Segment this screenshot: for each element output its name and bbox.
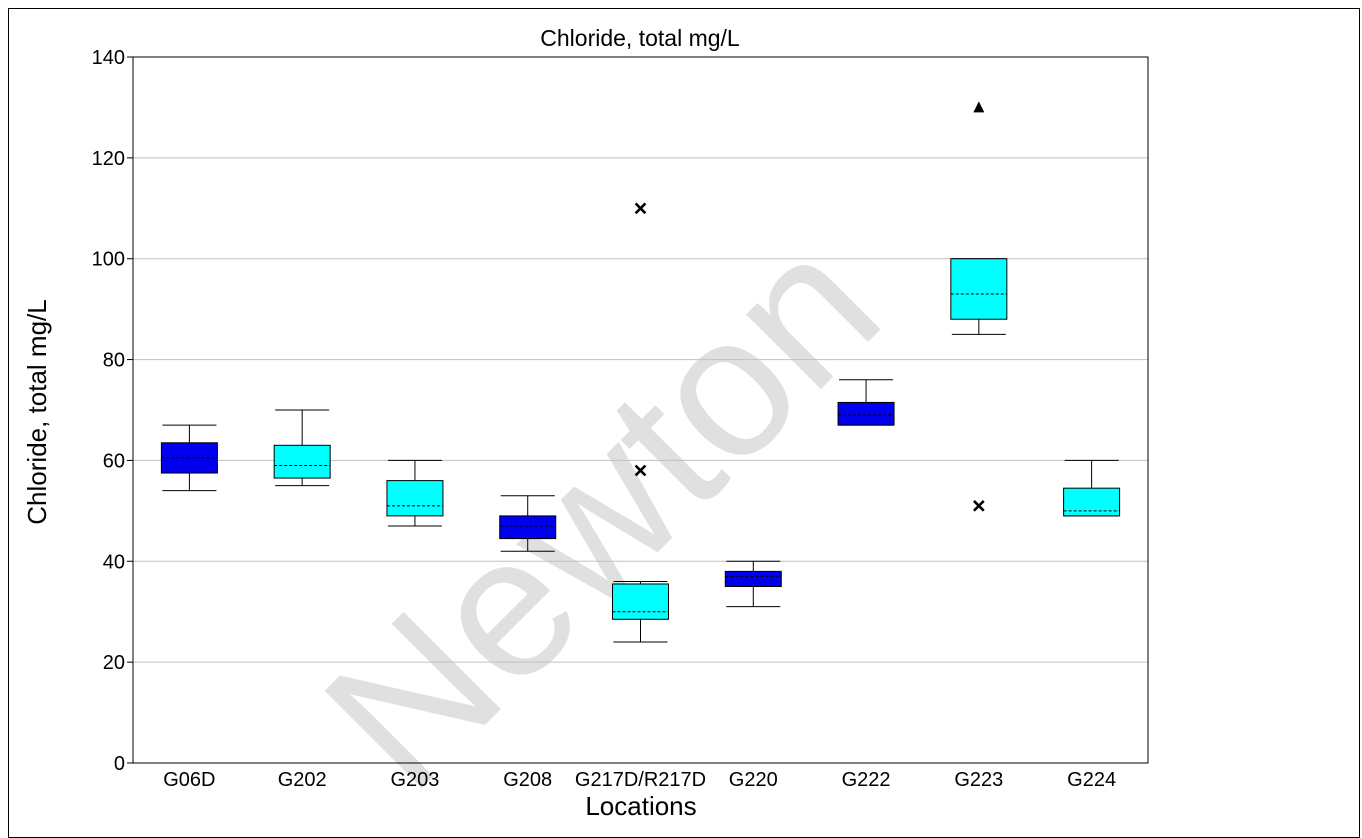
x-tick-label: G203 [390,769,439,791]
chart-title: Chloride, total mg/L [540,25,740,51]
x-axis: G06D G202 G203 G208 G217D/R217D G220 G222 G223 G… [163,769,1116,791]
y-tick-label: 0 [114,753,125,775]
box-g208 [499,495,557,552]
x-tick-label: G223 [954,769,1003,791]
iqr-box [612,583,669,620]
box-g217d-r217d [612,202,669,643]
x-tick-label: G220 [729,769,778,791]
boxes [160,101,1121,643]
iqr-box [837,401,895,426]
x-tick-label: G202 [278,769,327,791]
iqr-box [386,480,444,517]
iqr-box [724,570,782,587]
x-tick-label: G222 [842,769,891,791]
outlier-x-marker [634,464,647,477]
iqr-box [273,444,331,479]
box-g220 [724,560,782,608]
x-tick-label: G217D/R217D [575,769,706,791]
box-g224 [1063,459,1121,517]
y-tick-label: 80 [103,350,125,372]
iqr-box [950,258,1008,320]
iqr-box [1063,487,1121,517]
box-g06d [160,424,218,492]
y-axis-title: Chloride, total mg/L [22,299,52,524]
y-tick-label: 40 [103,551,125,573]
outlier-x-marker [972,499,985,512]
box-g222 [837,379,895,426]
outlier-triangle-marker [973,101,985,113]
x-axis-title: Locations [585,791,696,821]
y-tick-label: 60 [103,450,125,472]
box-g203 [386,459,444,527]
x-tick-label: G208 [503,769,552,791]
plot-area [132,56,1149,764]
x-tick-label: G06D [163,769,215,791]
watermark: Newton [283,193,920,829]
outlier-x-marker [634,202,647,215]
iqr-box [499,515,557,540]
y-tick-label: 20 [103,652,125,674]
y-tick-label: 100 [92,249,125,271]
box-g223 [950,101,1008,512]
y-tick-label: 120 [92,148,125,170]
y-tick-label: 140 [92,47,125,69]
x-tick-label: G224 [1067,769,1116,791]
y-axis: 0 20 40 60 80 100 120 140 [92,47,133,775]
box-g202 [273,409,331,487]
